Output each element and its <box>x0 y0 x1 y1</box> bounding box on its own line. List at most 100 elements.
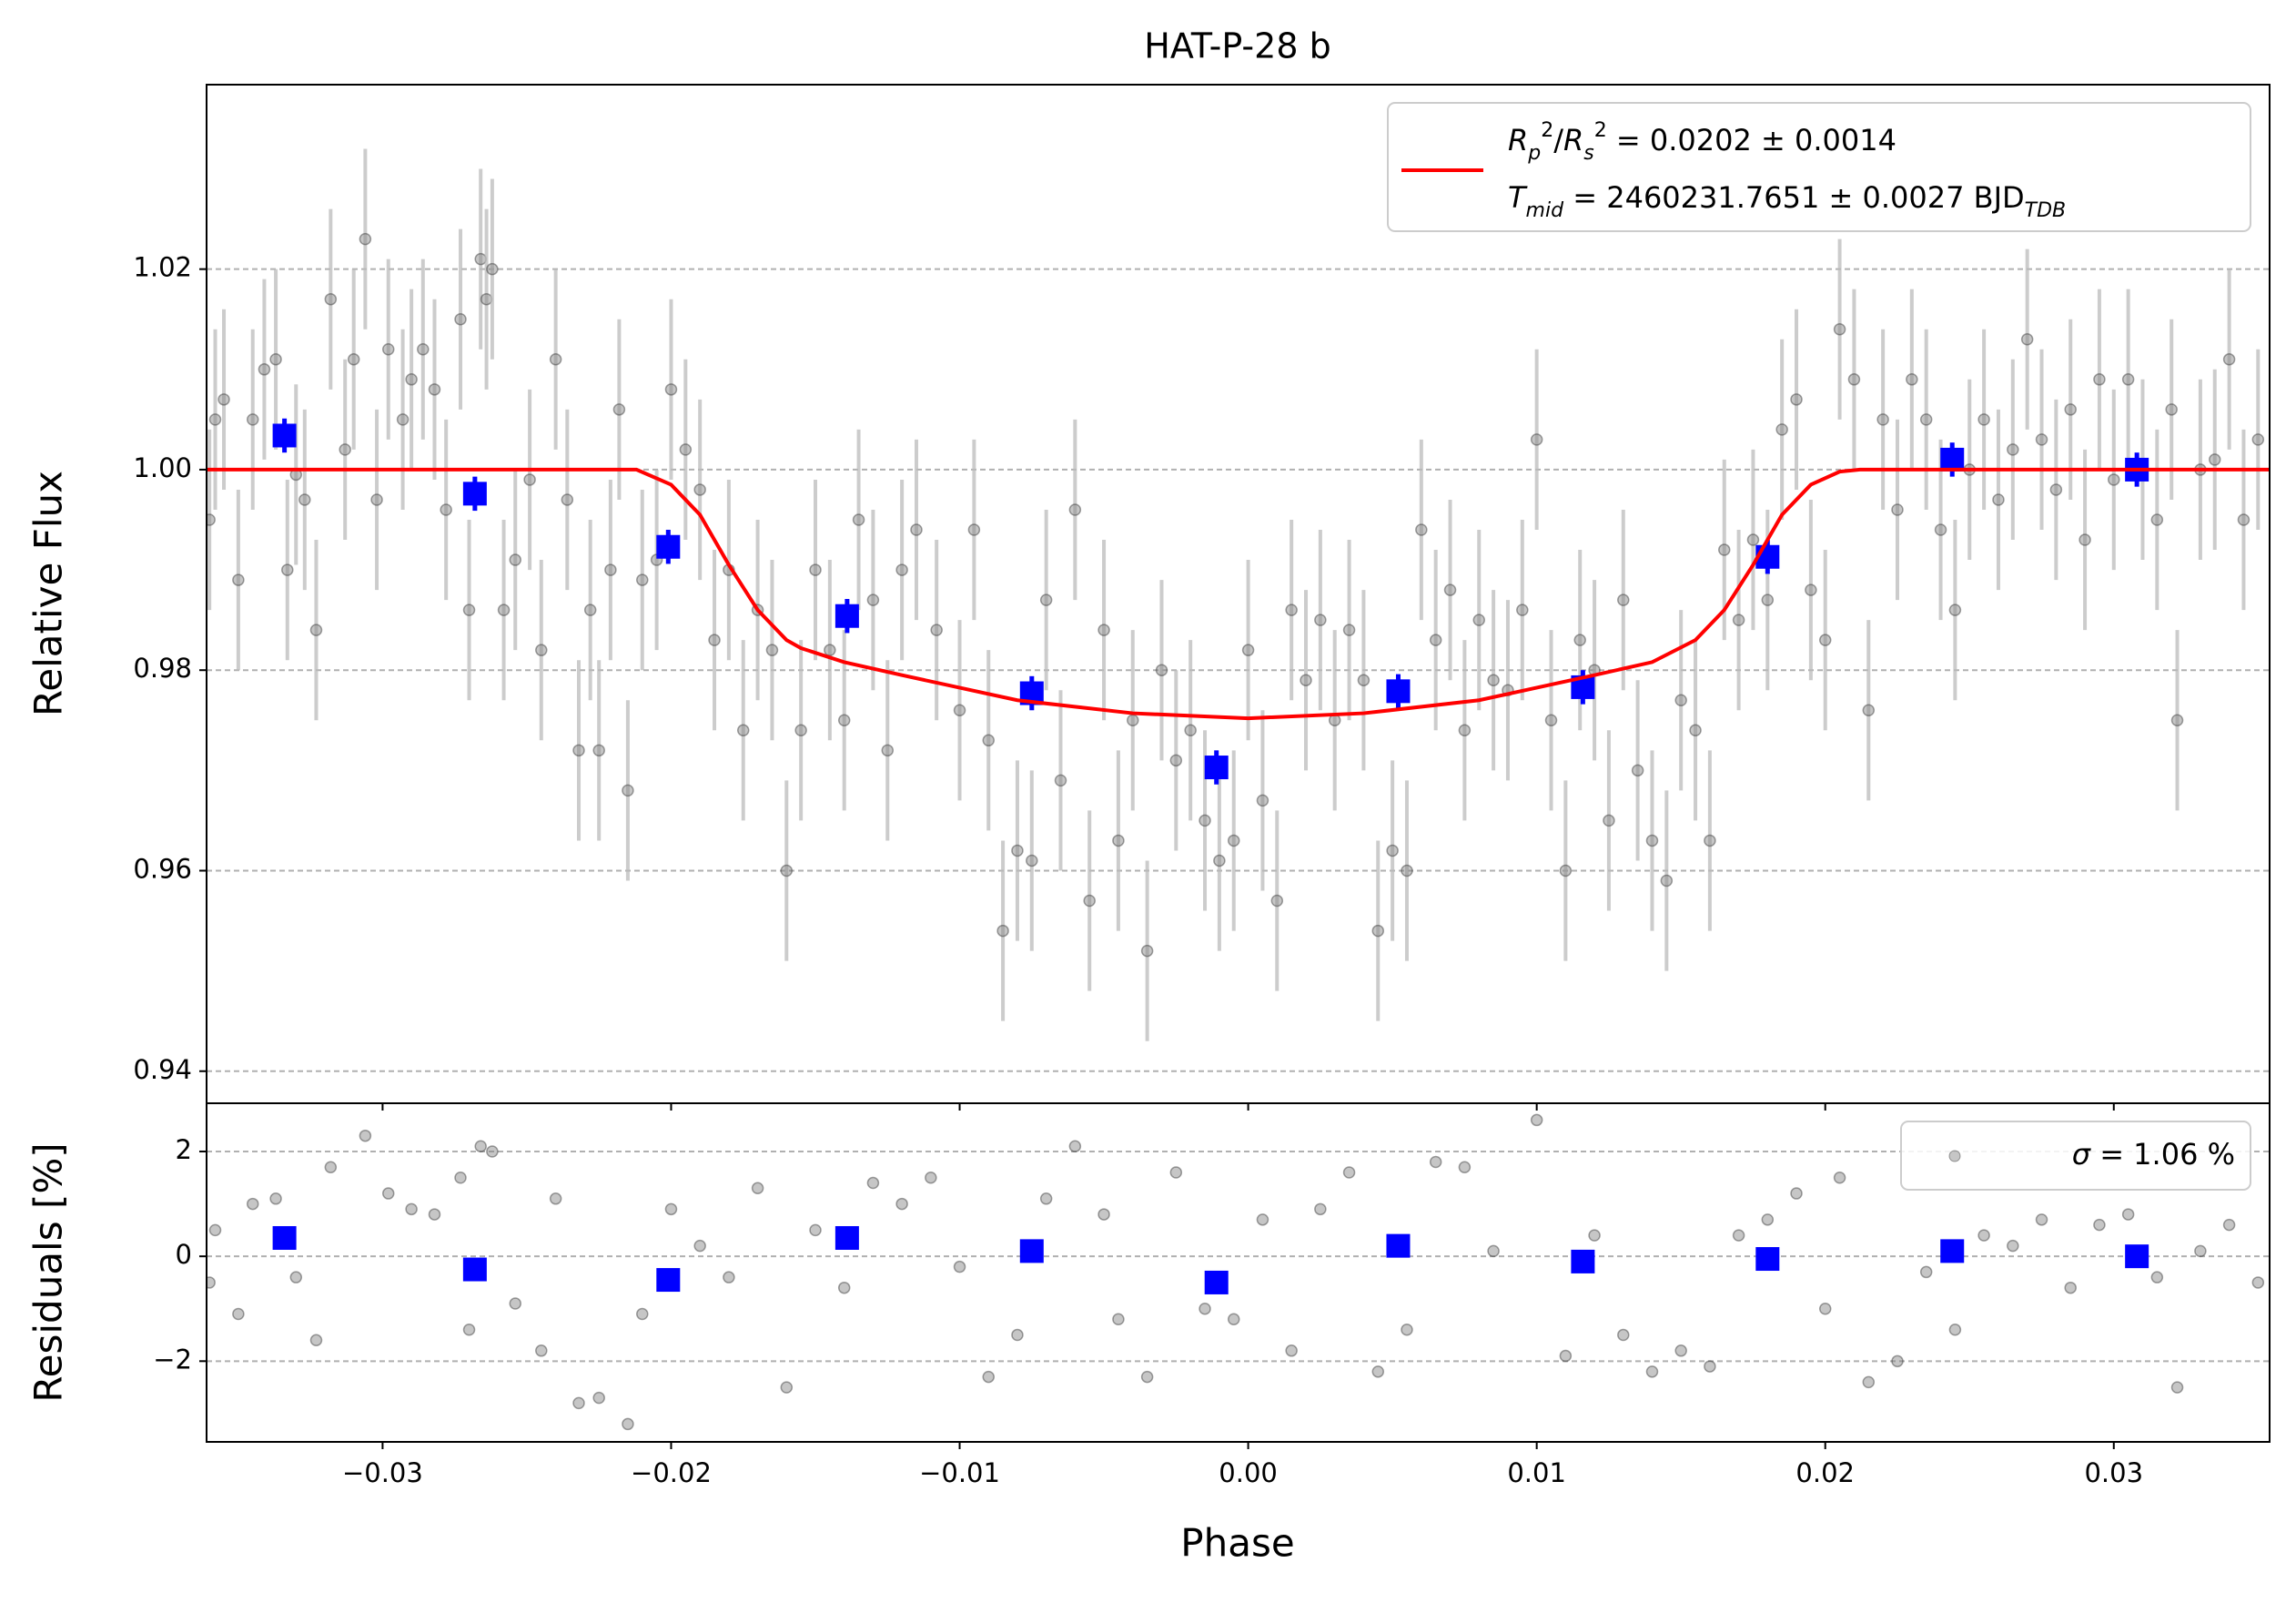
data-point <box>925 1172 937 1184</box>
data-point <box>1199 1302 1211 1315</box>
data-point <box>1256 1213 1269 1226</box>
legend: σ = 1.06 % <box>1900 1121 2251 1191</box>
data-point <box>405 373 418 386</box>
data-point <box>953 1260 966 1273</box>
legend-text-part: 2 <box>1541 119 1553 142</box>
data-point <box>1948 604 1962 616</box>
data-point <box>1862 704 1876 717</box>
data-point <box>1704 1360 1716 1373</box>
data-point <box>1068 503 1082 516</box>
data-point <box>281 563 294 576</box>
data-point <box>2209 453 2221 466</box>
data-point <box>1530 433 1543 446</box>
data-point <box>232 1307 245 1321</box>
legend-text-part: mid <box>1526 199 1565 222</box>
data-point <box>509 1297 522 1310</box>
data-point <box>780 1381 794 1394</box>
data-point <box>1977 413 1990 426</box>
legend-marker <box>1948 1150 1961 1162</box>
data-point <box>664 383 678 396</box>
data-point <box>592 1391 605 1405</box>
data-point <box>497 604 511 616</box>
data-point <box>232 573 245 586</box>
legend-text-part: p <box>1527 142 1541 165</box>
data-point <box>2150 513 2164 526</box>
legend-text-part: T <box>1508 180 1528 215</box>
data-point <box>780 864 794 878</box>
data-point <box>583 604 597 616</box>
data-point <box>572 1396 585 1410</box>
data-point <box>1386 844 1399 857</box>
data-point <box>1026 854 1038 867</box>
data-point <box>2121 373 2135 386</box>
data-point <box>309 1334 323 1347</box>
data-point <box>1342 624 1356 636</box>
data-point <box>549 353 562 366</box>
binned-point <box>1940 1239 1965 1263</box>
data-point <box>405 1202 418 1216</box>
data-point <box>486 262 499 276</box>
y-tick-label: 0.98 <box>133 653 192 684</box>
x-tick-label: −0.01 <box>919 1457 1000 1488</box>
data-point <box>2064 1281 2077 1294</box>
data-point <box>723 1271 735 1283</box>
legend-frame <box>1387 102 2251 232</box>
data-point <box>396 413 410 426</box>
data-point <box>1401 1324 1413 1336</box>
x-tick-label: 0.02 <box>1795 1457 1855 1488</box>
x-tick-label: −0.03 <box>342 1457 423 1488</box>
data-point <box>454 1172 467 1184</box>
data-point <box>535 1344 548 1357</box>
data-point <box>1458 1161 1472 1174</box>
data-point <box>561 493 574 506</box>
data-point <box>1083 894 1096 908</box>
data-point <box>217 393 230 406</box>
data-point <box>1559 864 1573 878</box>
data-point <box>1790 1187 1803 1200</box>
data-point <box>462 1324 476 1336</box>
legend-text-part: R <box>1508 123 1528 157</box>
data-point <box>1011 844 1024 857</box>
data-point <box>866 1176 880 1190</box>
data-point <box>1761 1213 1775 1226</box>
data-point <box>736 724 750 737</box>
x-tick-label: −0.02 <box>631 1457 712 1488</box>
data-point <box>1934 523 1947 536</box>
legend-label: σ = 1.06 % <box>2072 1137 2235 1172</box>
data-point <box>1833 322 1846 336</box>
binned-point <box>834 1225 859 1250</box>
data-point <box>664 1202 678 1216</box>
data-point <box>982 1370 995 1384</box>
data-point <box>1357 674 1371 686</box>
data-point <box>1544 714 1558 727</box>
data-point <box>324 292 338 306</box>
data-point <box>269 1192 282 1205</box>
data-point <box>1270 894 1284 908</box>
data-point <box>794 724 807 737</box>
data-point <box>1919 1265 1933 1279</box>
data-point <box>1573 634 1586 646</box>
data-point <box>269 353 282 366</box>
data-point <box>417 343 430 356</box>
y-tick-label: −2 <box>153 1344 192 1375</box>
data-point <box>309 624 323 636</box>
binned-point <box>462 482 487 506</box>
data-point <box>2035 1213 2048 1226</box>
data-point <box>982 734 995 747</box>
x-tick-label: 0.03 <box>2084 1457 2143 1488</box>
data-point <box>852 513 865 526</box>
data-point <box>2251 433 2265 446</box>
data-point <box>1199 814 1211 827</box>
y-axis-label: Relative Flux <box>26 471 71 716</box>
data-point <box>454 312 467 326</box>
data-point <box>1891 503 1904 516</box>
data-point <box>622 1417 634 1431</box>
data-point <box>1039 1192 1053 1205</box>
data-point <box>474 252 487 266</box>
data-point <box>592 744 605 757</box>
data-point <box>2165 403 2178 416</box>
data-point <box>1992 493 2005 506</box>
data-point <box>381 343 395 356</box>
y-tick-label: 1.02 <box>133 252 192 283</box>
